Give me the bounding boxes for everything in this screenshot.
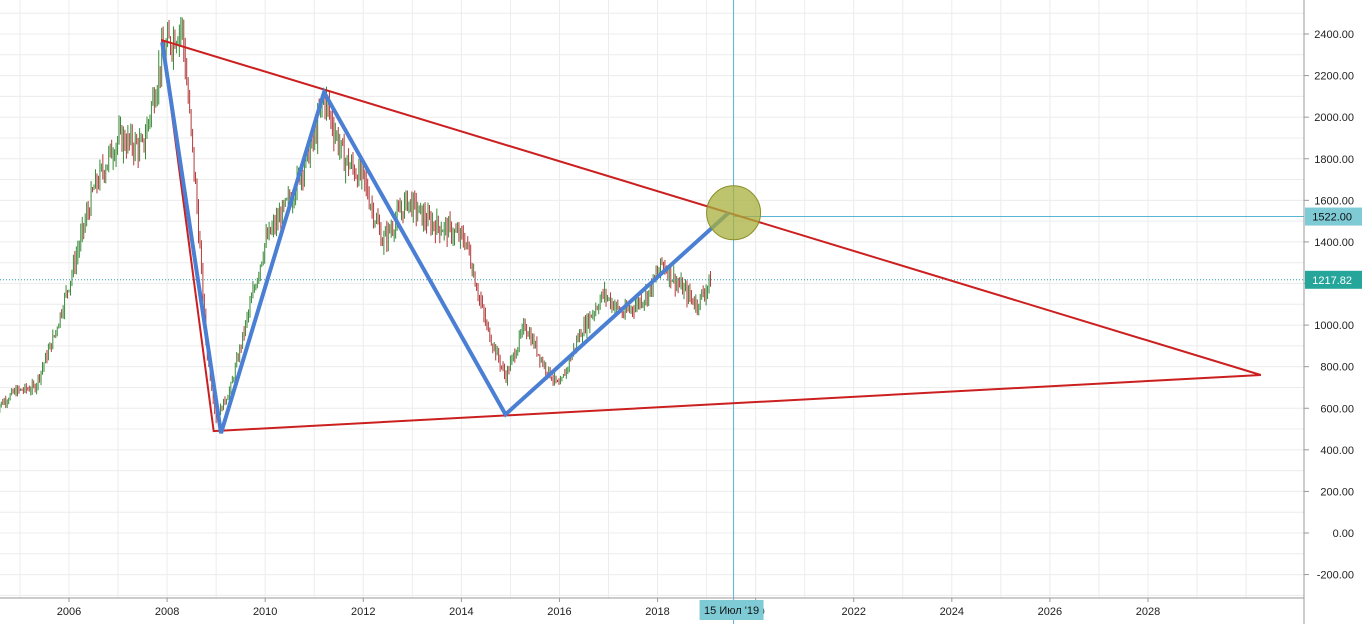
y-tick-label: 2400.00 [1314, 29, 1354, 41]
x-tick-label: 2022 [841, 606, 865, 618]
x-tick-label: 2018 [645, 606, 669, 618]
y-tick-label: 800.00 [1320, 362, 1354, 374]
crosshair-date-badge [699, 600, 764, 620]
y-tick-label: 200.00 [1320, 486, 1354, 498]
current-price-label: 1217.82 [1312, 275, 1352, 287]
x-tick-label: 2024 [940, 606, 964, 618]
x-tick-label: 2014 [449, 606, 473, 618]
y-tick-label: 600.00 [1320, 403, 1354, 415]
crosshair-date-label: 15 Июл '19 [704, 605, 759, 617]
y-tick-label: 400.00 [1320, 445, 1354, 457]
y-tick-label: 1600.00 [1314, 195, 1354, 207]
crosshair-price-label: 1522.00 [1312, 212, 1352, 224]
crosshair-price-badge [1305, 207, 1362, 226]
y-tick-label: 1800.00 [1314, 154, 1354, 166]
x-tick-label: 2006 [57, 606, 81, 618]
x-tick-label: 2028 [1136, 606, 1160, 618]
x-tick-label: 2012 [351, 606, 375, 618]
y-tick-label: 2200.00 [1314, 71, 1354, 83]
x-tick-label: 2026 [1038, 606, 1062, 618]
drawing-overlays [0, 0, 1304, 624]
target-circle [706, 185, 762, 241]
price-candles [0, 16, 712, 424]
y-tick-label: 1400.00 [1314, 237, 1354, 249]
y-tick-label: 0.00 [1333, 528, 1354, 540]
x-tick-label: 2010 [253, 606, 277, 618]
y-tick-label: 2000.00 [1314, 112, 1354, 124]
x-tick-label: 2016 [547, 606, 571, 618]
current-price-badge [1305, 270, 1362, 289]
y-tick-label: 1000.00 [1314, 320, 1354, 332]
y-tick-label: -200.00 [1317, 570, 1354, 582]
wave-pattern [160, 42, 731, 434]
x-tick-label: 2008 [155, 606, 179, 618]
